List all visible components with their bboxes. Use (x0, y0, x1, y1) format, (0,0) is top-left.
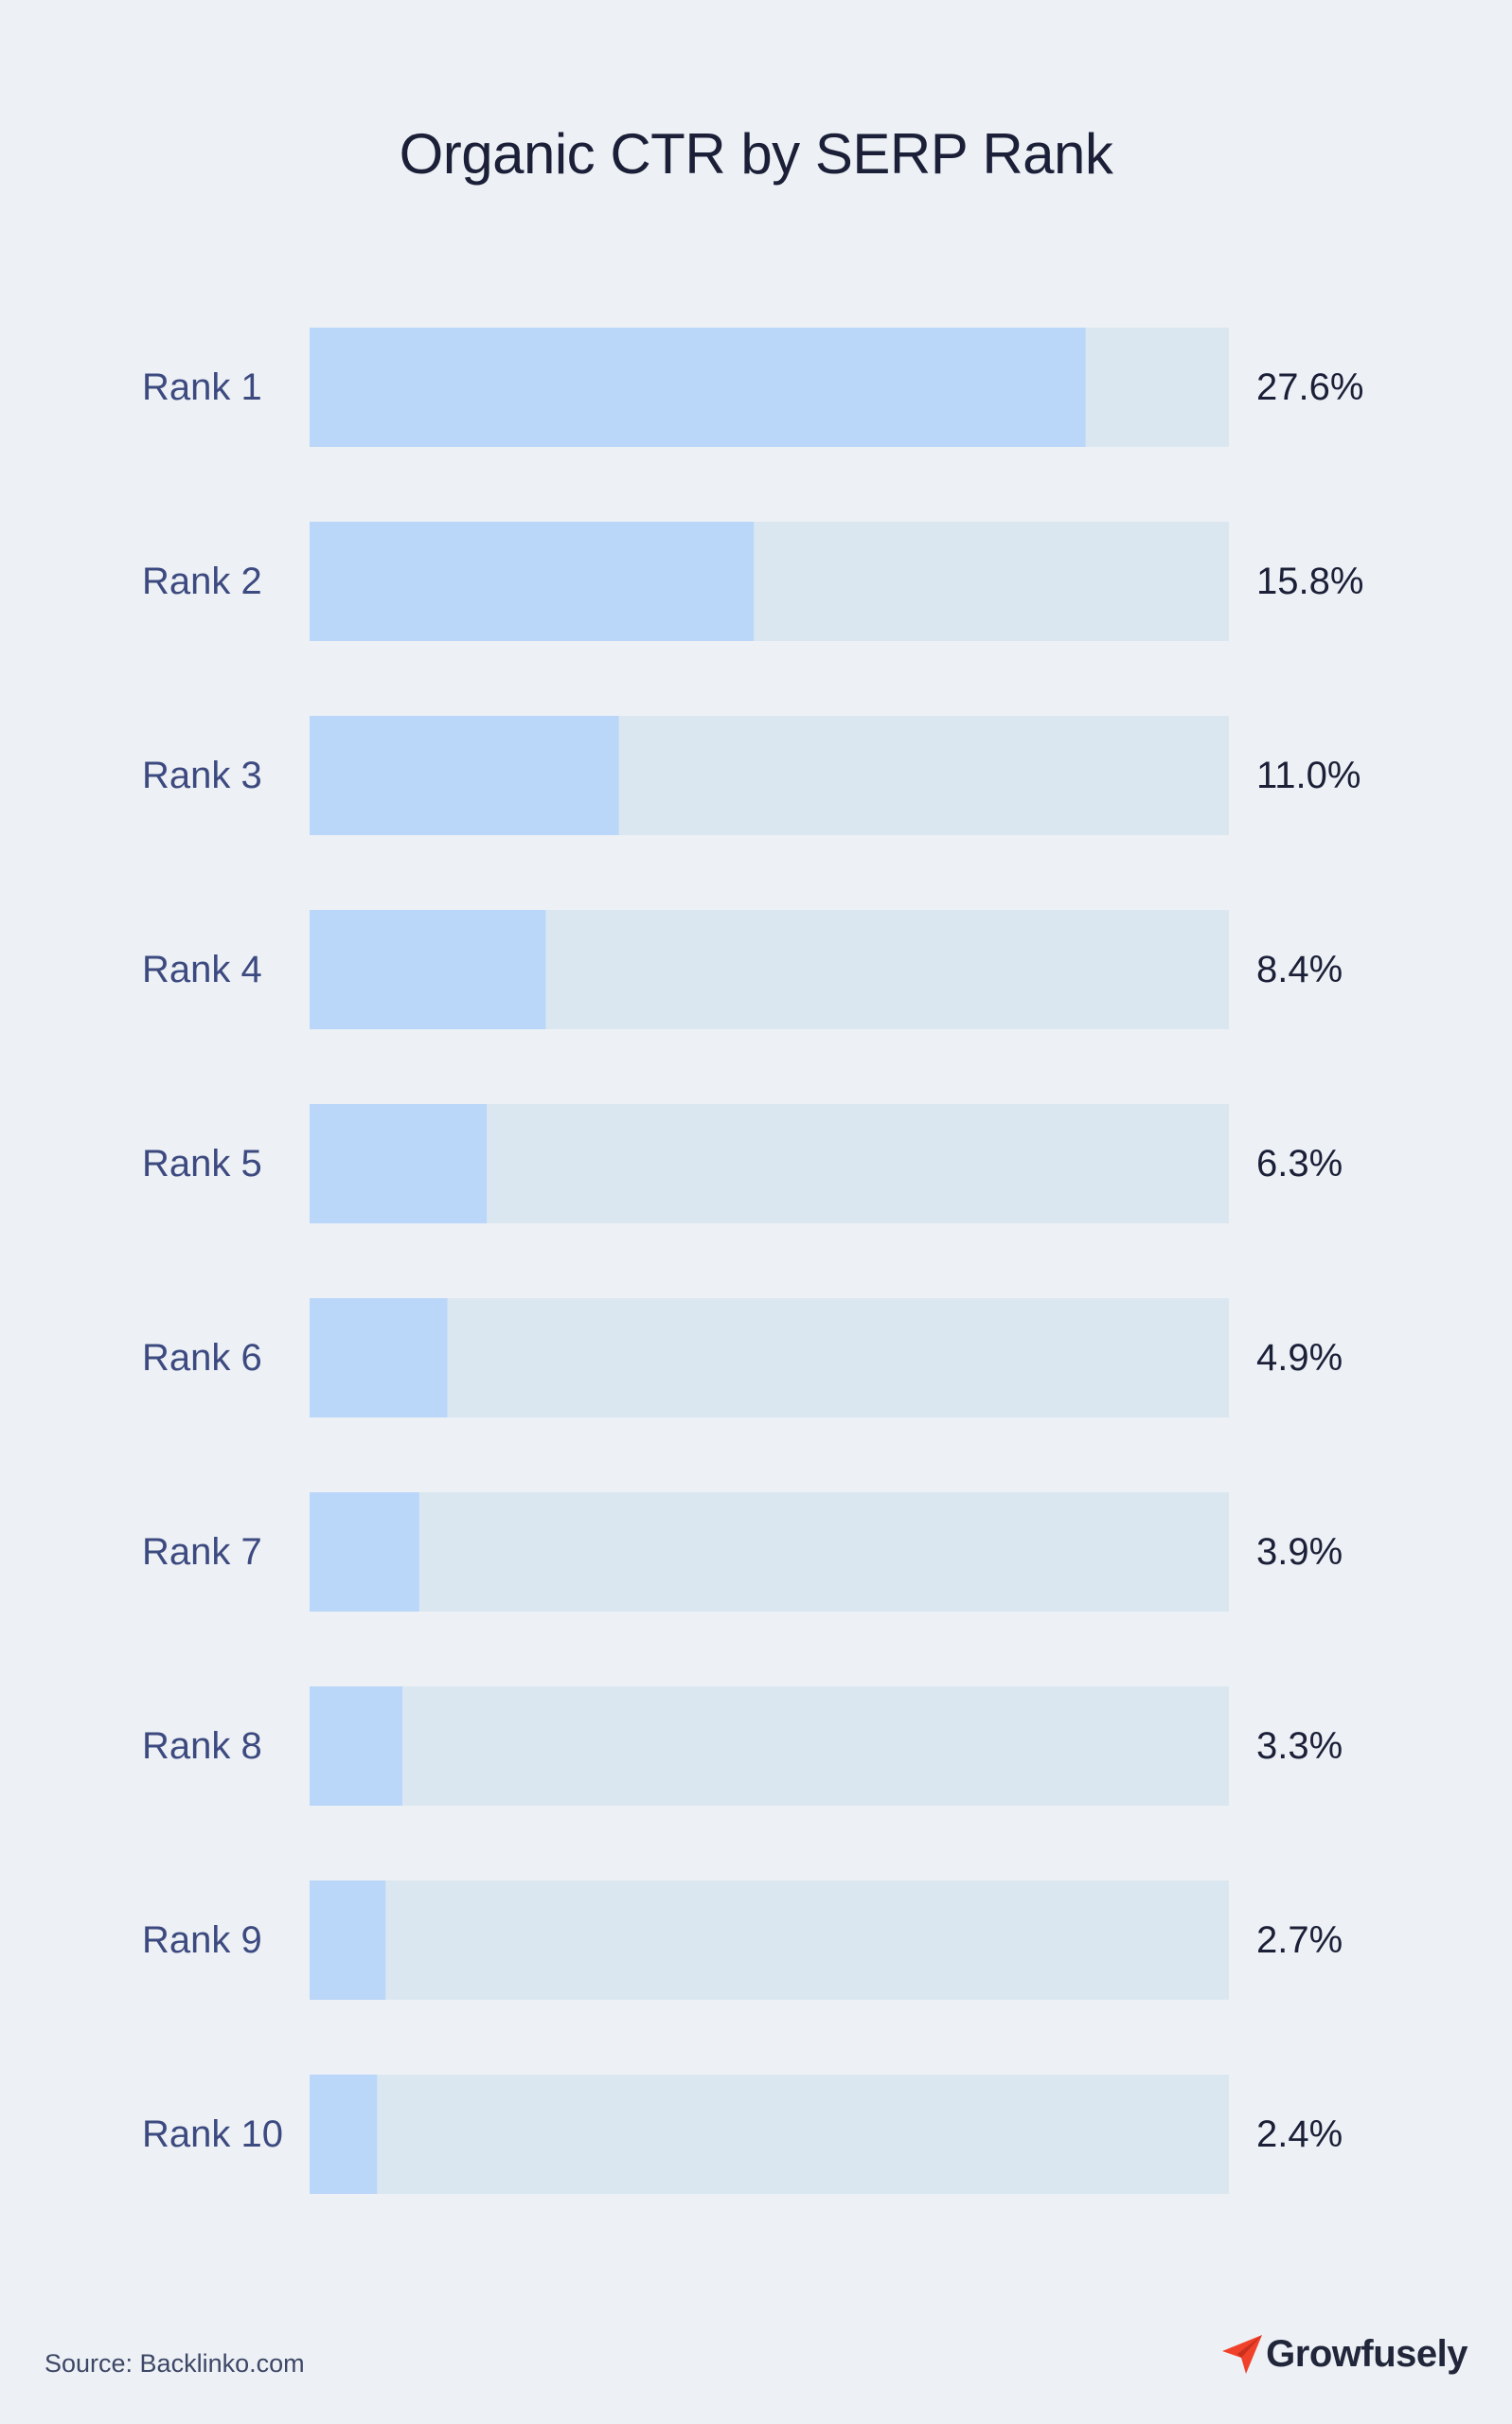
value-label: 15.8% (1256, 561, 1363, 602)
value-label: 11.0% (1256, 755, 1361, 796)
category-label: Rank 7 (142, 1531, 262, 1573)
category-label: Rank 9 (142, 1919, 262, 1961)
value-label: 6.3% (1256, 1143, 1343, 1185)
bar-track (310, 1686, 1229, 1806)
category-label: Rank 6 (142, 1337, 262, 1379)
value-label: 4.9% (1256, 1337, 1343, 1379)
value-label: 2.7% (1256, 1919, 1343, 1961)
bar (310, 328, 1086, 447)
bar (310, 522, 755, 641)
value-label: 8.4% (1256, 949, 1343, 990)
paper-plane-icon (1222, 2335, 1263, 2374)
value-label: 2.4% (1256, 2113, 1343, 2155)
bar (310, 1880, 386, 2000)
value-label: 3.3% (1256, 1725, 1343, 1767)
brand-logo: Growfusely (1220, 2332, 1468, 2376)
category-label: Rank 1 (142, 366, 262, 408)
bar (310, 910, 546, 1029)
category-label: Rank 2 (142, 561, 262, 602)
bar-track (310, 1298, 1229, 1417)
bar-track (310, 1492, 1229, 1612)
bar (310, 1492, 419, 1612)
bar (310, 1104, 488, 1223)
bar-track (310, 2075, 1229, 2194)
category-label: Rank 5 (142, 1143, 262, 1185)
bar-track (310, 1880, 1229, 2000)
category-label: Rank 4 (142, 949, 262, 990)
value-label: 27.6% (1256, 366, 1363, 408)
bar (310, 1298, 448, 1417)
source-note: Source: Backlinko.com (44, 2349, 305, 2378)
category-label: Rank 3 (142, 755, 262, 796)
bar (310, 1686, 402, 1806)
bar (310, 2075, 378, 2194)
category-label: Rank 10 (142, 2113, 283, 2155)
value-label: 3.9% (1256, 1531, 1343, 1573)
category-label: Rank 8 (142, 1725, 262, 1767)
bar (310, 716, 619, 835)
brand-name: Growfusely (1266, 2332, 1468, 2375)
chart-title: Organic CTR by SERP Rank (399, 122, 1113, 186)
